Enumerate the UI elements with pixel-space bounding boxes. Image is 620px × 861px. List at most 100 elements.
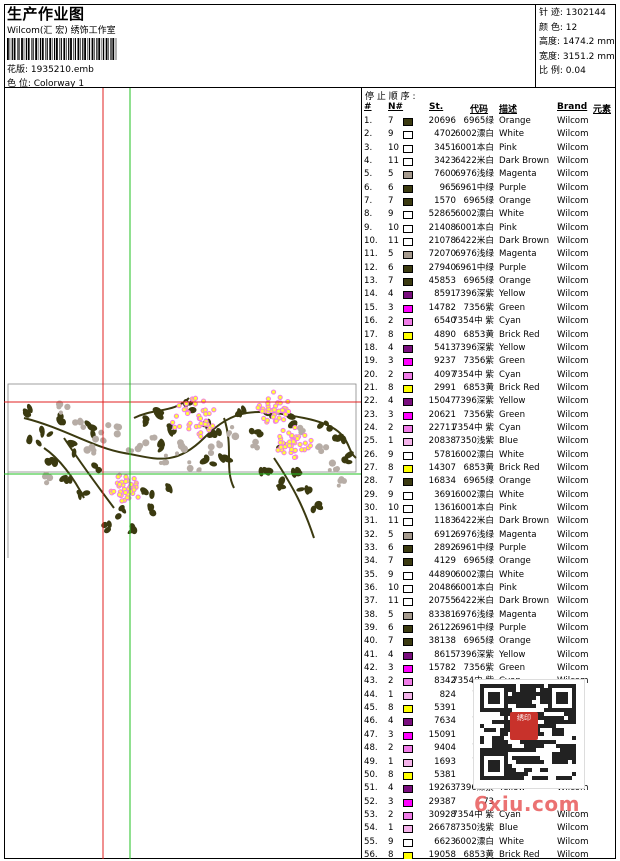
row-code: 7350浅紫 — [454, 436, 494, 447]
grey-blossom — [142, 439, 150, 447]
qr-module — [544, 700, 548, 704]
qr-module — [492, 776, 496, 780]
leaf — [305, 486, 313, 494]
leaf — [103, 526, 112, 534]
stats-panel: 针 迹: 1302144 颜 色: 12 高度: 1474.2 mm 宽度: 3… — [536, 4, 616, 88]
row-stitches: 2892 — [434, 543, 456, 553]
qr-module — [552, 720, 556, 724]
barcode-bar — [56, 38, 58, 60]
flower-center — [117, 493, 122, 497]
flower-center — [287, 444, 292, 448]
color-swatch — [403, 785, 413, 794]
row-code: 6976浅绿 — [454, 249, 494, 260]
qr-module — [540, 712, 544, 716]
color-swatch — [403, 518, 413, 527]
row-stitches: 7600 — [434, 169, 456, 180]
qr-module — [528, 696, 532, 700]
row-index: 14. — [364, 289, 378, 300]
row-stitches: 1570 — [434, 196, 456, 207]
qr-module — [536, 712, 540, 716]
qr-module — [520, 700, 524, 704]
table-row: 10. 11 21078 6422米白 Dark Brown Wilcom — [362, 235, 616, 248]
qr-module — [480, 772, 484, 776]
flower-center — [288, 440, 292, 444]
color-swatch — [403, 211, 413, 220]
grey-blossom — [197, 467, 202, 472]
qr-module — [556, 696, 560, 700]
qr-module — [516, 692, 520, 696]
flower-center — [199, 431, 203, 435]
color-swatch — [403, 344, 413, 353]
grey-blossom — [229, 425, 235, 430]
qr-module — [488, 776, 492, 780]
table-row: 17. 8 4890 6853黄 Brick Red Wilcom — [362, 329, 616, 342]
row-stitches: 5781 — [434, 449, 456, 460]
grey-blossom — [300, 428, 306, 434]
flower-center — [132, 477, 136, 481]
grey-blossom — [186, 464, 194, 472]
row-needle: 4 — [388, 396, 394, 407]
table-row: 23. 3 20621 7356紫 Green Wilcom — [362, 409, 616, 422]
barcode-bar — [9, 38, 11, 60]
qr-module — [496, 776, 500, 780]
qr-module — [540, 684, 544, 688]
qr-module — [560, 776, 564, 780]
row-code: 73 — [483, 796, 494, 807]
colorway-label: 色 位: Colorway 1 — [7, 79, 85, 89]
qr-module — [492, 752, 496, 756]
row-description: Dark Brown — [499, 236, 550, 247]
qr-module — [556, 744, 560, 748]
leaf — [203, 454, 210, 461]
row-needle: 4 — [388, 649, 394, 660]
qr-module — [480, 756, 484, 760]
qr-module — [568, 752, 572, 756]
table-row: 24. 2 22711 7354中 紫 Cyan Wilcom — [362, 422, 616, 435]
table-row: 35. 9 44890 6002漂白 White Wilcom — [362, 569, 616, 582]
row-code: 6853黄 — [463, 329, 494, 340]
grey-blossom — [77, 417, 83, 424]
leaf — [77, 489, 82, 501]
qr-module — [544, 740, 548, 744]
color-swatch — [403, 611, 413, 620]
leaf — [159, 438, 165, 448]
qr-module — [508, 684, 512, 688]
row-description: White — [499, 569, 524, 580]
grey-blossom — [252, 438, 259, 446]
barcode-bar — [60, 38, 62, 60]
color-swatch — [403, 398, 413, 407]
qr-module — [564, 684, 568, 688]
row-stitches: 19263 — [428, 783, 456, 794]
row-needle: 9 — [388, 129, 394, 140]
row-index: 31. — [364, 516, 378, 527]
qr-module — [520, 756, 524, 760]
qr-module — [532, 776, 536, 780]
row-index: 38. — [364, 609, 378, 620]
row-description: Pink — [499, 142, 517, 153]
row-brand: Wilcom — [557, 356, 589, 367]
qr-module — [548, 704, 552, 708]
row-stitches: 4702 — [434, 129, 456, 140]
qr-module — [540, 732, 544, 736]
qr-module — [504, 716, 508, 720]
qr-module — [528, 700, 532, 704]
row-needle: 3 — [388, 663, 394, 674]
row-stitches: 6540 — [434, 316, 456, 327]
qr-module — [492, 684, 496, 688]
table-row: 1. 7 20696 6965绿 Orange Wilcom — [362, 115, 616, 128]
row-stitches: 20486 — [428, 583, 456, 594]
qr-module — [524, 684, 528, 688]
row-index: 25. — [364, 436, 378, 447]
row-needle: 10 — [388, 222, 399, 233]
flower-center — [193, 396, 198, 400]
qr-module — [560, 716, 564, 720]
qr-module — [504, 712, 508, 716]
row-brand: Wilcom — [557, 556, 589, 567]
qr-module — [556, 708, 560, 712]
color-swatch — [403, 358, 413, 367]
qr-module — [544, 708, 548, 712]
row-code: 6002漂白 — [454, 569, 494, 580]
qr-module — [536, 760, 540, 764]
row-brand: Wilcom — [557, 569, 589, 580]
row-index: 11. — [364, 249, 378, 260]
row-code: 6001本白 — [454, 583, 494, 594]
